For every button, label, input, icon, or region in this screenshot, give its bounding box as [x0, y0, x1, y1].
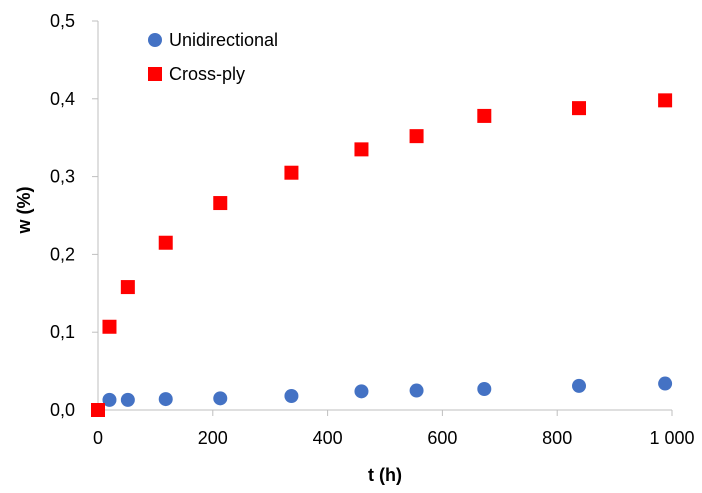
cross-ply-point — [572, 101, 587, 116]
data-points — [91, 93, 673, 417]
cross-ply-point — [120, 280, 135, 295]
tick-labels: 0 200 400 600 800 1 000 0,0 0,1 0,2 0,3 0,4 0,5 — [50, 11, 695, 448]
unidirectional-point — [354, 384, 369, 399]
x-tick-label: 1 000 — [649, 428, 694, 448]
unidirectional-point — [284, 388, 299, 403]
unidirectional-point — [658, 376, 673, 391]
y-axis-title: w (%) — [14, 186, 34, 234]
y-tick-label: 0,1 — [50, 322, 75, 342]
cross-ply-point — [409, 129, 424, 144]
legend-label-cross-ply: Cross-ply — [169, 64, 245, 84]
legend-marker-unidirectional — [148, 33, 162, 47]
unidirectional-point — [409, 383, 424, 398]
y-tick-label: 0,4 — [50, 89, 75, 109]
x-tick-label: 0 — [93, 428, 103, 448]
cross-ply-point — [354, 142, 369, 157]
unidirectional-point — [213, 391, 228, 406]
legend: Unidirectional Cross-ply — [148, 30, 278, 84]
cross-ply-point — [477, 108, 492, 123]
cross-ply-point — [102, 319, 117, 334]
x-tick-label: 800 — [542, 428, 572, 448]
legend-marker-cross-ply — [148, 67, 162, 81]
unidirectional-point — [120, 392, 135, 407]
cross-ply-point — [658, 93, 673, 108]
cross-ply-point — [213, 196, 228, 211]
unidirectional-point — [572, 378, 587, 393]
x-axis-title: t (h) — [368, 465, 402, 485]
x-tick-label: 200 — [198, 428, 228, 448]
axes — [92, 20, 673, 416]
unidirectional-point — [477, 381, 492, 396]
y-tick-label: 0,2 — [50, 244, 75, 264]
y-tick-label: 0,0 — [50, 400, 75, 420]
x-tick-label: 600 — [427, 428, 457, 448]
y-tick-label: 0,3 — [50, 167, 75, 187]
cross-ply-point — [91, 403, 105, 417]
cross-ply-point — [158, 235, 173, 250]
x-tick-label: 400 — [313, 428, 343, 448]
unidirectional-point — [158, 392, 173, 407]
y-tick-label: 0,5 — [50, 11, 75, 31]
legend-label-unidirectional: Unidirectional — [169, 30, 278, 50]
cross-ply-point — [284, 165, 299, 180]
unidirectional-point — [102, 392, 117, 407]
